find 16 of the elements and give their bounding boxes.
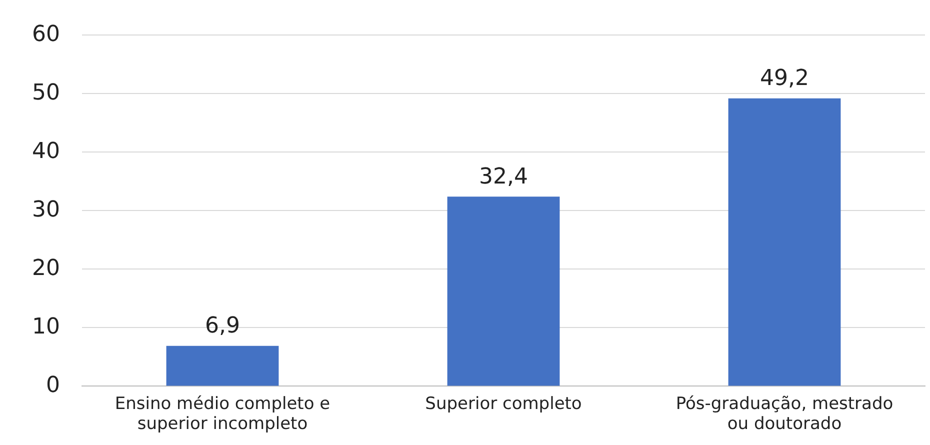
bar (166, 346, 279, 386)
y-tick-label: 50 (32, 80, 60, 106)
y-tick-label: 30 (32, 197, 60, 222)
y-tick-label: 60 (32, 22, 60, 47)
y-tick-label: 0 (46, 372, 60, 398)
bar (447, 196, 560, 386)
data-label: 6,9 (204, 314, 240, 339)
y-tick-label: 20 (32, 256, 60, 281)
x-tick-label: Ensino médio completo e superior incompleto (114, 394, 330, 434)
y-tick-label: 10 (32, 314, 60, 340)
x-tick-label: Superior completo (425, 394, 582, 414)
bar (728, 98, 841, 386)
data-label: 49,2 (760, 66, 809, 92)
y-tick-label: 40 (32, 138, 60, 164)
data-label: 32,4 (479, 164, 528, 190)
x-tick-label: Pós-graduação, mestrado ou doutorado (676, 394, 894, 434)
